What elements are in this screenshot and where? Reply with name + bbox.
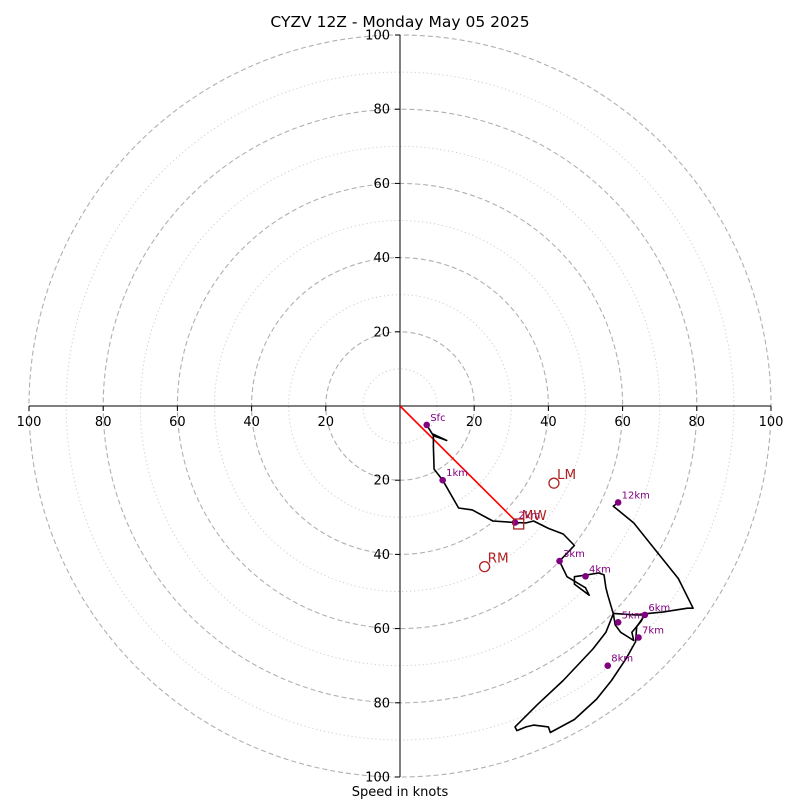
x-tick-label: 40	[540, 415, 557, 430]
x-tick-label: 100	[759, 415, 784, 430]
y-tick-label: 60	[373, 177, 390, 192]
x-tick-label: 80	[689, 415, 706, 430]
storm-motion-label: RM	[488, 551, 509, 567]
storm-motion-marker	[513, 518, 525, 530]
height-markers: Sfc 1km 2km 3km 4km 5km 6km 7km 8km 12km	[423, 413, 670, 669]
height-marker	[614, 499, 622, 506]
height-marker	[556, 557, 563, 565]
height-marker-label: 4km	[589, 564, 611, 575]
y-tick-label: 40	[373, 548, 390, 563]
y-tick-label: 20	[373, 474, 390, 489]
height-marker	[635, 634, 642, 641]
height-marker-label: 6km	[648, 603, 670, 614]
x-tick-label: 100	[17, 415, 42, 430]
x-tick-label: 60	[169, 415, 186, 430]
storm-motion-marker	[548, 477, 560, 489]
x-tick-label: 60	[614, 415, 631, 430]
hodograph-line	[514, 612, 646, 734]
height-marker-label: 5km	[622, 610, 644, 621]
storm-motion-label: LM	[557, 467, 576, 483]
y-tick-label: 80	[373, 696, 390, 711]
height-marker-label: 12km	[622, 490, 650, 501]
height-marker	[439, 476, 446, 484]
y-tick-label: 20	[373, 325, 390, 340]
height-marker-label: 8km	[611, 654, 633, 665]
height-marker	[423, 421, 431, 429]
tick-labels: 20 20 20 20 40 40 40 40 60 60 60 60 80 80 80 80 100 100 10…	[17, 29, 784, 786]
y-tick-label: 80	[373, 103, 390, 118]
x-axis-label: Speed in knots	[352, 785, 449, 800]
height-marker-label: Sfc	[430, 413, 445, 424]
storm-motion-marker	[478, 560, 491, 573]
height-marker-label: 3km	[563, 549, 585, 560]
x-tick-label: 20	[466, 415, 483, 430]
y-tick-label: 60	[373, 622, 390, 637]
height-marker	[582, 572, 589, 580]
x-tick-label: 40	[243, 415, 260, 430]
y-tick-label: 40	[373, 251, 390, 266]
x-tick-label: 20	[318, 415, 335, 430]
height-marker	[641, 611, 649, 619]
x-tick-label: 80	[95, 415, 112, 430]
height-marker-label: 7km	[642, 626, 664, 637]
y-tick-label: 100	[365, 771, 390, 786]
height-marker	[614, 618, 622, 626]
storm-motion-label: MW	[522, 508, 547, 524]
storm-motion-markers: LM MW RM	[478, 467, 576, 573]
mean-wind-line	[399, 405, 520, 525]
height-marker	[511, 519, 519, 526]
height-marker-label: 1km	[446, 468, 468, 479]
height-marker-label: 2km	[519, 510, 541, 521]
mean-wind-vector	[399, 405, 520, 525]
chart-title: CYZV 12Z - Monday May 05 2025	[270, 13, 529, 31]
y-tick-label: 100	[365, 29, 390, 44]
height-marker	[604, 662, 612, 669]
